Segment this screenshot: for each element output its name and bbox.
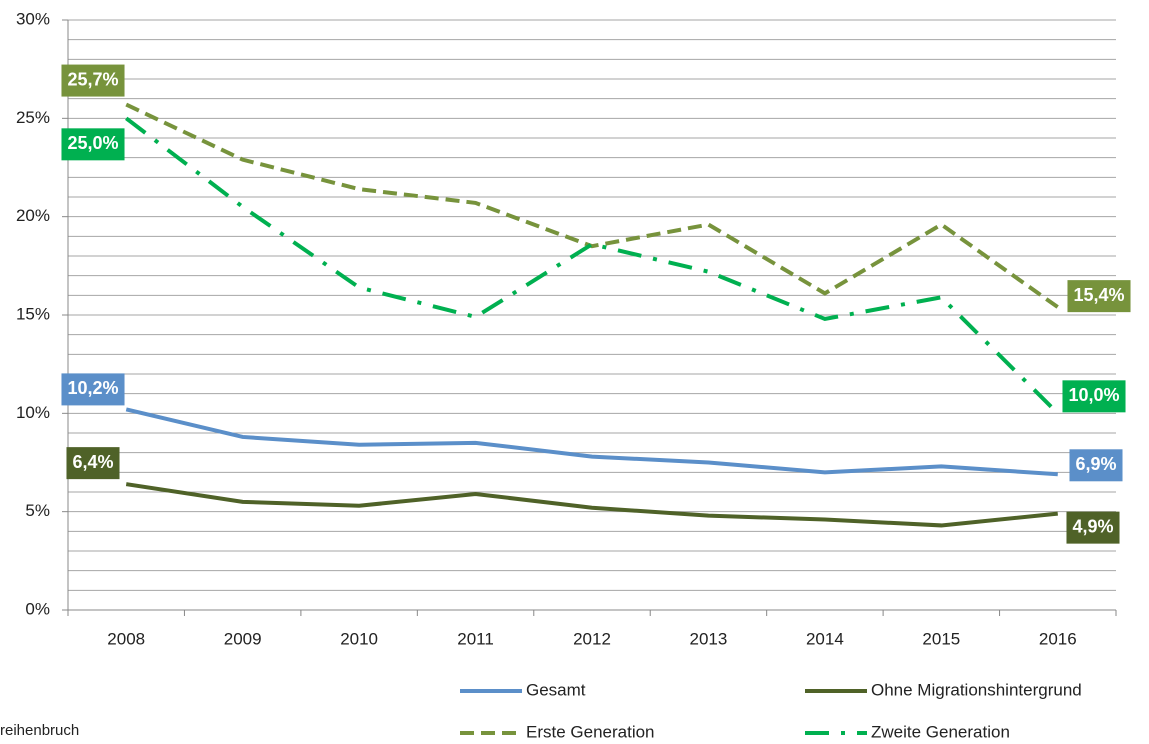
x-tick-label: 2011	[457, 629, 494, 648]
y-tick-label: 0%	[25, 599, 50, 618]
value-label-text: 6,9%	[1075, 454, 1116, 474]
series-line	[125, 116, 1060, 415]
series-line	[125, 482, 1058, 528]
value-label: 4,9%	[1066, 511, 1120, 544]
legend-label: Erste Generation	[526, 722, 655, 741]
value-label-box	[66, 447, 120, 480]
x-tick-label: 2015	[922, 629, 960, 648]
legend-label: Gesamt	[526, 680, 586, 699]
y-tick-label: 20%	[16, 206, 50, 225]
y-tick-label: 25%	[16, 108, 50, 127]
value-label-text: 10,0%	[1068, 385, 1119, 405]
value-label-box	[1067, 280, 1131, 313]
value-label: 15,4%	[1067, 280, 1131, 313]
value-label-text: 15,4%	[1073, 285, 1124, 305]
value-label-text: 10,2%	[67, 378, 118, 398]
value-label-box	[61, 373, 125, 406]
value-label-box	[61, 64, 125, 97]
x-tick-label: 2012	[573, 629, 611, 648]
x-tick-label: 2008	[107, 629, 145, 648]
value-label: 10,0%	[1062, 380, 1126, 413]
y-tick-label: 5%	[25, 501, 50, 520]
x-tick-label: 2009	[224, 629, 262, 648]
value-label: 6,9%	[1069, 449, 1123, 482]
value-label-box	[1069, 449, 1123, 482]
legend-label: Zweite Generation	[871, 722, 1010, 741]
x-tick-label: 2014	[806, 629, 844, 648]
series-line	[125, 407, 1058, 477]
x-tick-label: 2010	[340, 629, 378, 648]
legend-label: Ohne Migrationshintergrund	[871, 680, 1082, 699]
value-label: 25,7%	[61, 64, 125, 97]
value-label-text: 6,4%	[72, 452, 113, 472]
value-label-box	[1062, 380, 1126, 413]
y-tick-label: 15%	[16, 304, 50, 323]
value-label-box	[61, 128, 125, 161]
series-line	[125, 102, 1059, 309]
note: reihenbruch	[0, 722, 79, 739]
x-tick-label: 2016	[1039, 629, 1077, 648]
y-tick-label: 30%	[16, 9, 50, 28]
value-label: 10,2%	[61, 373, 125, 406]
value-label-text: 25,7%	[67, 69, 118, 89]
y-tick-label: 10%	[16, 403, 50, 422]
value-label-box	[1066, 511, 1120, 544]
x-tick-label: 2013	[690, 629, 728, 648]
value-label-text: 4,9%	[1072, 516, 1113, 536]
value-label: 6,4%	[66, 447, 120, 480]
value-label: 25,0%	[61, 128, 125, 161]
value-label-text: 25,0%	[67, 133, 118, 153]
